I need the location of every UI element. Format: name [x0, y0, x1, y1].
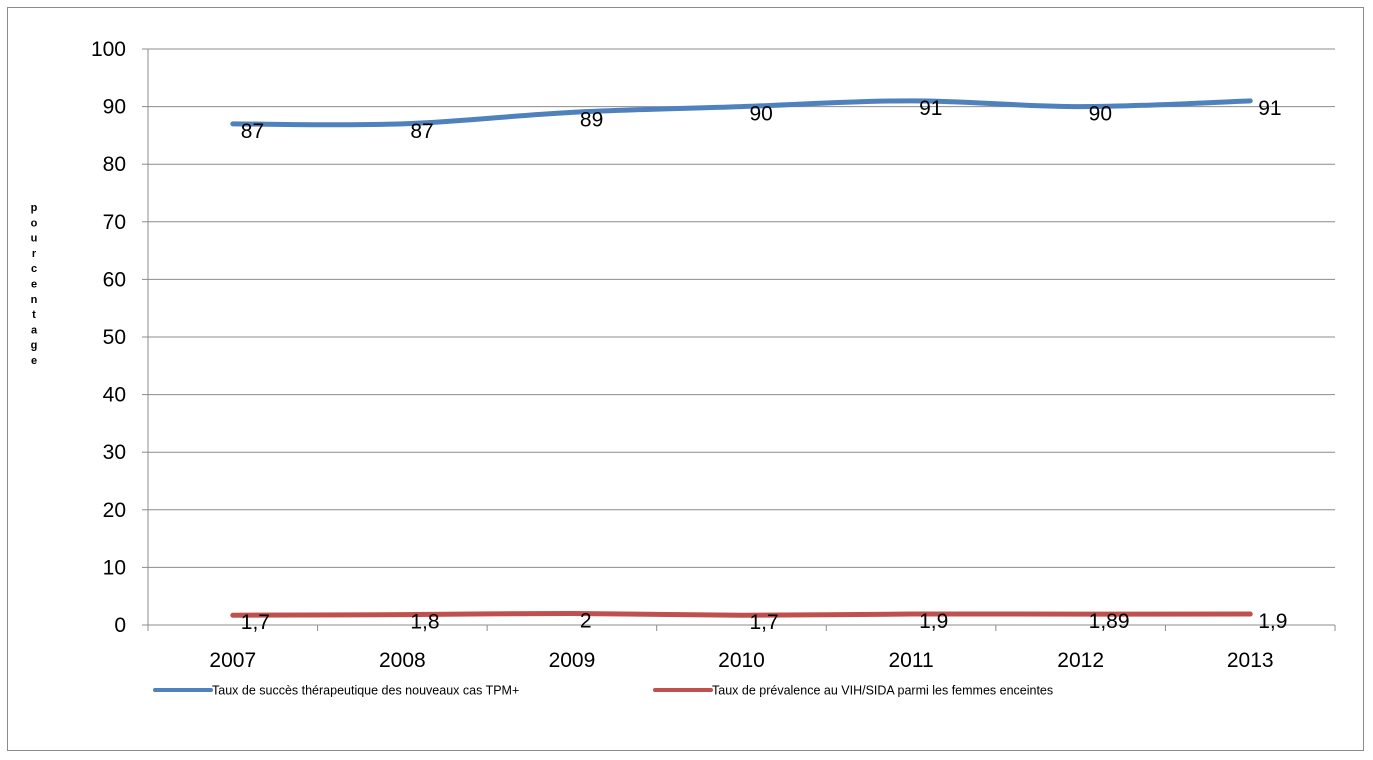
- legend-label-1: Taux de succès thérapeutique des nouveau…: [212, 684, 519, 698]
- data-label: 87: [410, 120, 433, 143]
- x-tick-label: 2012: [1057, 649, 1104, 672]
- data-label: 90: [750, 103, 773, 126]
- x-tick-label: 2011: [888, 649, 933, 672]
- data-label: 1,9: [1258, 610, 1287, 633]
- data-label: 1,9: [919, 610, 948, 633]
- data-label: 1,7: [241, 611, 270, 634]
- data-label: 90: [1089, 103, 1112, 126]
- y-tick-label: 0: [114, 614, 126, 637]
- y-axis-label-letter: c: [31, 263, 37, 275]
- chart-frame: [7, 7, 1364, 751]
- y-axis-label-letter: e: [31, 279, 37, 291]
- x-tick-label: 2008: [379, 649, 426, 672]
- x-tick-label: 2009: [549, 649, 596, 672]
- data-label: 2: [580, 609, 592, 632]
- data-label: 89: [580, 108, 603, 131]
- series-line-2: [230, 610, 1253, 618]
- data-label: 1,7: [750, 611, 779, 634]
- series-lines: [230, 98, 1253, 618]
- y-axis-label-letter: r: [32, 248, 37, 260]
- axes: [142, 48, 1336, 631]
- data-label: 1,8: [410, 611, 439, 634]
- x-tick-label: 2007: [209, 649, 256, 672]
- y-axis-label-letter: o: [31, 217, 38, 229]
- y-tick-label: 90: [103, 96, 126, 119]
- legend: Taux de succès thérapeutique des nouveau…: [153, 684, 1053, 698]
- data-label: 87: [241, 120, 264, 143]
- y-axis-tick-labels: 0 10 20 30 40 50 60 70 80 90 100: [91, 38, 126, 637]
- data-labels: 87 87 89 90 91 90 91 1,7 1,8 2 1,7 1,9 1,89 1,9: [241, 97, 1288, 634]
- y-tick-label: 100: [91, 38, 126, 61]
- x-tick-label: 2013: [1227, 649, 1274, 672]
- y-axis-label-letter: a: [31, 324, 38, 336]
- y-tick-label: 70: [103, 211, 126, 234]
- x-axis-tick-labels: 2007 2008 2009 2010 2011 2012 2013: [209, 649, 1273, 672]
- y-tick-label: 80: [103, 153, 126, 176]
- y-axis-label-letter: p: [31, 202, 38, 214]
- y-tick-label: 30: [103, 441, 126, 464]
- y-axis-label-letter: e: [31, 355, 37, 367]
- data-label: 91: [1258, 97, 1281, 120]
- y-axis-label-letter: t: [32, 309, 36, 321]
- y-axis-label-letter: g: [31, 340, 38, 352]
- y-tick-label: 10: [103, 556, 126, 579]
- y-axis-label-letter: n: [31, 294, 38, 306]
- y-tick-label: 40: [103, 384, 126, 407]
- y-axis-label-letter: u: [31, 233, 38, 245]
- series-line-1: [230, 98, 1253, 128]
- y-tick-label: 50: [103, 326, 126, 349]
- y-tick-label: 60: [103, 268, 126, 291]
- x-tick-label: 2010: [718, 649, 765, 672]
- data-label: 91: [919, 97, 942, 120]
- data-label: 1,89: [1089, 610, 1130, 633]
- y-tick-label: 20: [103, 499, 126, 522]
- legend-label-2: Taux de prévalence au VIH/SIDA parmi les…: [712, 684, 1053, 698]
